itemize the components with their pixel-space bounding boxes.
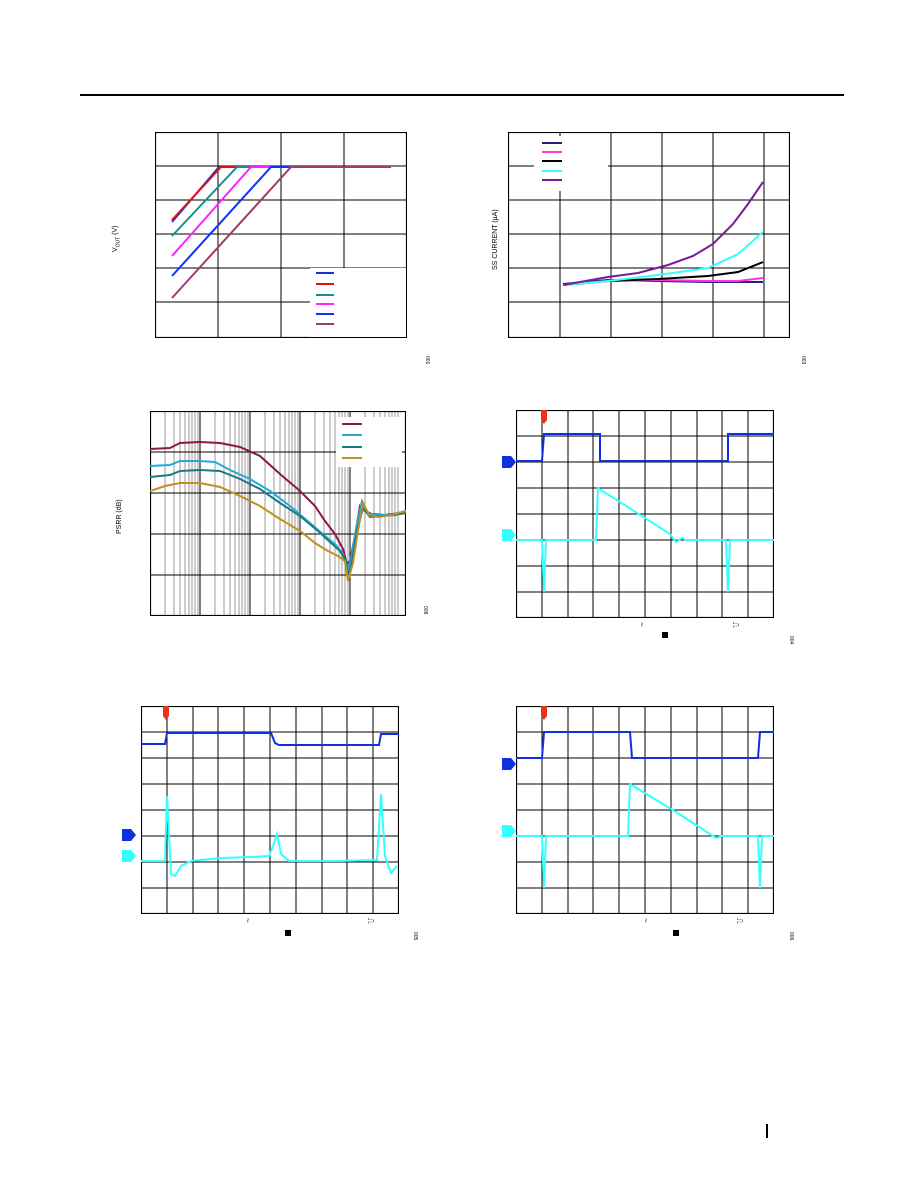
- scope-chart-1-svg: [516, 410, 774, 618]
- scope2-marker-2: [122, 850, 136, 862]
- vout-fignum: 001: [424, 356, 430, 365]
- scope-chart-3-svg: [516, 706, 774, 914]
- scope2-glyph-1: ~: [243, 918, 252, 923]
- psrr-legend: [342, 423, 362, 459]
- vout-series-6: [171, 166, 391, 299]
- scope3-trace-blue: [516, 731, 774, 759]
- scope-chart-1: [516, 410, 774, 618]
- page-footer-marker: [766, 1124, 768, 1138]
- scope1-marker-1: [502, 456, 516, 468]
- ss-series-5: [562, 181, 764, 286]
- psrr-chart: [150, 411, 406, 616]
- scope1-fignum: 004: [788, 636, 794, 645]
- scope1-square: [662, 632, 668, 638]
- scope3-glyph-2: ⎍: [735, 918, 744, 924]
- scope3-marker-1: [502, 758, 516, 770]
- scope2-fignum: 005: [412, 932, 418, 941]
- vout-chart: [155, 132, 407, 338]
- scope1-trace-blue: [516, 433, 774, 462]
- scope1-marker-2: [502, 529, 516, 541]
- ss-current-chart: [508, 132, 790, 338]
- scope2-marker-1: [122, 829, 136, 841]
- vout-legend: [316, 272, 334, 325]
- scope3-marker-2: [502, 825, 516, 837]
- scope-chart-2: [141, 706, 399, 914]
- scope3-glyph-1: ~: [641, 918, 650, 923]
- ss-ylabel: SS CURRENT (µA): [492, 209, 499, 270]
- scope2-square: [285, 930, 291, 936]
- vout-chart-svg: [155, 132, 407, 338]
- scope3-trace-cyan: [516, 782, 774, 889]
- scope-chart-3: [516, 706, 774, 914]
- scope1-glyph-1: ~: [637, 622, 646, 627]
- vout-ylabel: VOUT (V): [112, 225, 122, 252]
- psrr-chart-svg: [150, 411, 406, 616]
- ss-fignum: 003: [800, 356, 806, 365]
- header-rule: [80, 94, 844, 96]
- scope2-trace-cyan: [141, 793, 398, 878]
- scope-chart-2-svg: [141, 706, 399, 914]
- scope1-trace-cyan: [516, 486, 774, 593]
- ss-current-chart-svg: [508, 132, 790, 338]
- scope1-glyph-2: ⎍: [731, 622, 740, 628]
- psrr-series-4: [150, 482, 406, 582]
- scope2-glyph-2: ⎍: [366, 918, 375, 924]
- psrr-fignum: 008: [422, 606, 428, 615]
- scope3-fignum: 006: [788, 932, 794, 941]
- psrr-series-2: [150, 460, 406, 575]
- psrr-series-3: [150, 468, 406, 577]
- ss-legend: [542, 142, 562, 181]
- ss-series-4: [562, 231, 764, 286]
- psrr-ylabel: PSRR (dB): [116, 499, 123, 534]
- scope3-square: [673, 930, 679, 936]
- scope2-trace-blue: [141, 732, 399, 746]
